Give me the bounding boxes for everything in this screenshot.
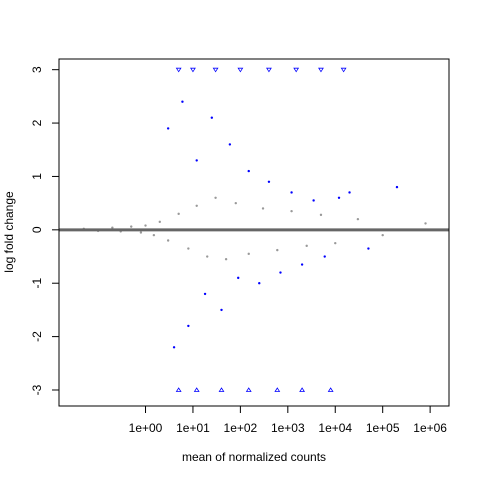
x-axis: 1e+00 1e+01 1e+02 1e+03 1e+04 1e+05 1e+06 xyxy=(129,405,447,435)
data-point-triangle xyxy=(218,387,225,392)
data-point xyxy=(300,263,304,266)
data-point xyxy=(210,116,214,119)
data-point xyxy=(381,233,384,237)
data-point xyxy=(258,282,261,285)
y-tick-label: 2 xyxy=(30,119,44,126)
data-point xyxy=(337,196,341,199)
data-point-triangle xyxy=(340,67,347,73)
data-point xyxy=(111,226,114,229)
data-point xyxy=(228,143,232,146)
data-point-triangle xyxy=(293,67,300,73)
data-point xyxy=(220,308,223,312)
points-layer xyxy=(82,67,427,392)
data-point xyxy=(334,241,337,245)
data-point xyxy=(166,127,170,130)
data-point xyxy=(172,346,176,349)
y-tick-label: 1 xyxy=(30,173,44,180)
y-tick-label: -2 xyxy=(30,331,44,342)
data-point xyxy=(234,201,237,205)
data-point-triangle xyxy=(327,387,334,392)
data-point xyxy=(247,252,250,256)
y-tick-label: 3 xyxy=(30,66,44,73)
data-point xyxy=(177,212,180,216)
data-point xyxy=(424,222,427,225)
data-point xyxy=(158,220,161,224)
x-tick-label: 1e+00 xyxy=(129,421,163,435)
data-point xyxy=(206,255,209,258)
data-point-triangle xyxy=(193,387,200,392)
data-point-triangle xyxy=(190,67,196,73)
y-axis-label: log fold change xyxy=(2,191,16,273)
x-tick-label: 1e+02 xyxy=(224,421,258,435)
y-tick-label: -1 xyxy=(30,278,44,289)
x-axis-label: mean of normalized counts xyxy=(182,450,326,464)
data-point-triangle xyxy=(299,387,306,392)
data-point xyxy=(290,209,293,213)
x-tick-label: 1e+06 xyxy=(413,421,447,435)
data-point xyxy=(305,244,308,248)
data-point xyxy=(139,231,143,234)
data-point xyxy=(166,239,170,242)
x-tick-label: 1e+03 xyxy=(271,421,305,435)
data-point xyxy=(195,159,198,162)
data-point xyxy=(356,217,360,221)
data-point xyxy=(224,257,228,261)
data-point xyxy=(181,100,184,103)
data-point xyxy=(203,292,207,296)
data-point xyxy=(261,207,265,210)
data-point-triangle xyxy=(237,67,244,73)
data-point-triangle xyxy=(212,67,219,73)
data-point-triangle xyxy=(245,387,252,392)
data-point-triangle xyxy=(266,67,272,73)
data-point-triangle xyxy=(175,387,182,392)
data-point xyxy=(187,247,190,250)
data-point-triangle xyxy=(274,387,281,392)
x-tick-label: 1e+05 xyxy=(366,421,400,435)
data-point-triangle xyxy=(318,67,324,73)
data-point xyxy=(130,225,133,228)
data-point xyxy=(144,224,147,227)
data-point xyxy=(195,204,198,208)
data-point xyxy=(152,233,156,237)
data-point xyxy=(367,247,370,250)
data-point xyxy=(276,248,279,252)
y-axis: -3 -2 -1 0 1 2 3 xyxy=(30,66,60,395)
data-point-triangle xyxy=(175,67,182,73)
data-point xyxy=(312,199,315,202)
data-point xyxy=(279,271,282,274)
data-point xyxy=(290,191,293,194)
data-point xyxy=(247,169,250,173)
data-point xyxy=(237,276,240,280)
data-point xyxy=(348,191,351,194)
y-tick-label: -3 xyxy=(30,384,44,395)
data-point xyxy=(323,255,326,258)
y-tick-label: 0 xyxy=(30,226,44,233)
x-tick-label: 1e+01 xyxy=(176,421,210,435)
x-tick-label: 1e+04 xyxy=(318,421,352,435)
data-point xyxy=(214,196,217,199)
data-point xyxy=(395,185,399,189)
data-point xyxy=(187,324,190,328)
data-point xyxy=(267,180,271,183)
data-point xyxy=(319,213,323,217)
